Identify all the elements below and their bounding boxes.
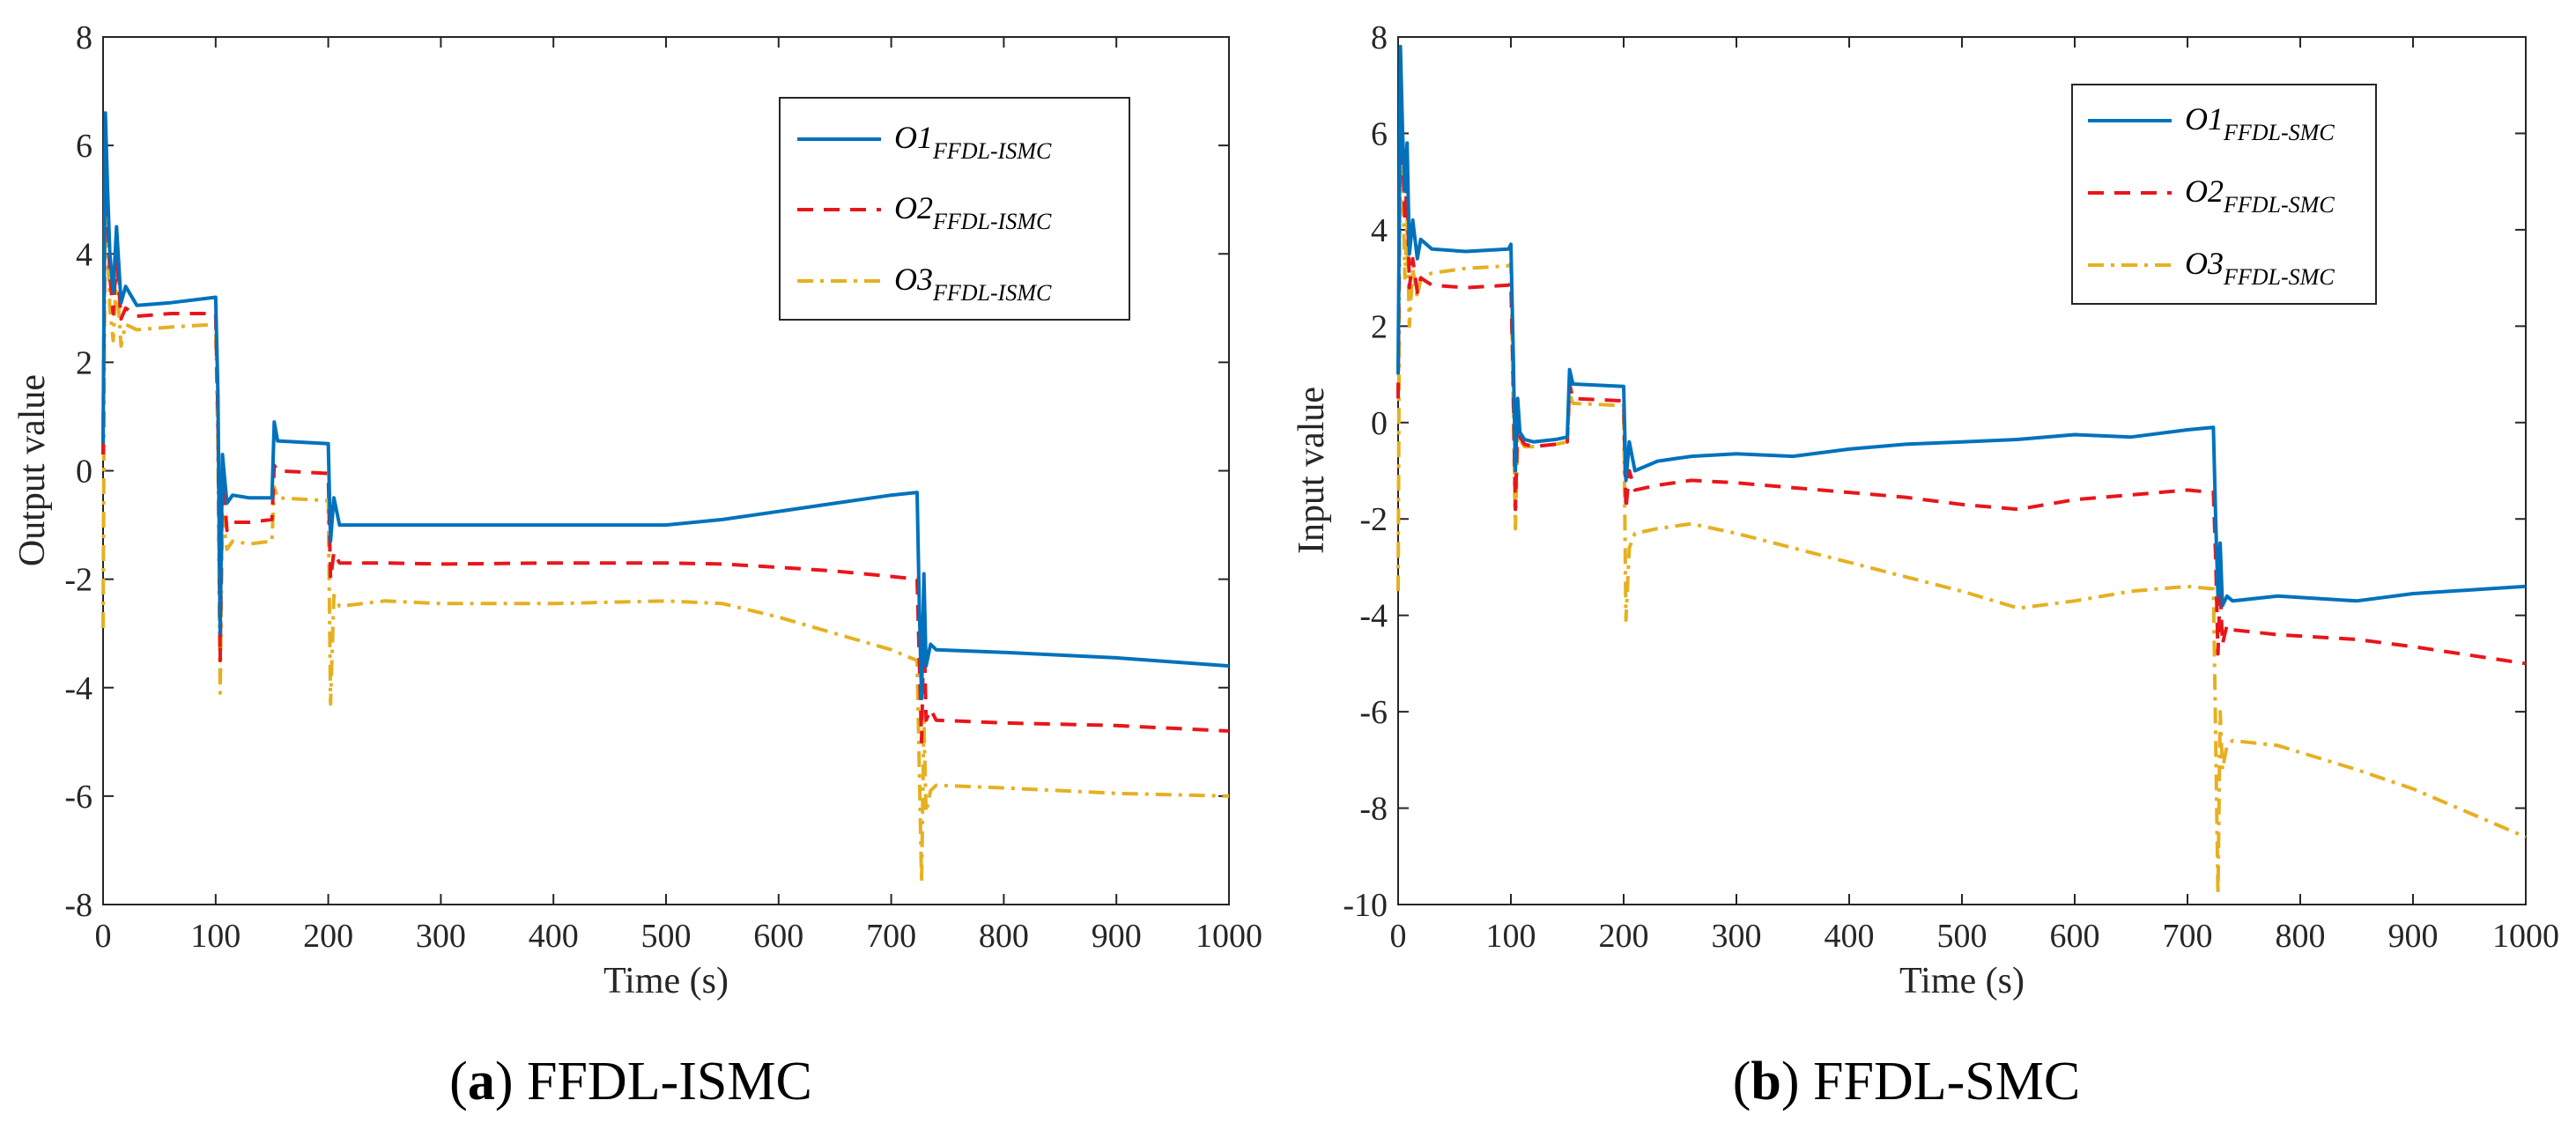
panel-b-x-tick-label: 900 [2388,918,2439,955]
panel-b-y-axis-label: Input value [1292,387,1332,554]
panel-a-y-axis-label: Output value [12,374,53,566]
panel-a-y-tick-label: -4 [64,670,93,707]
panel-b-x-tick-label: 0 [1390,918,1407,955]
panel-b-x-tick-label: 300 [1712,918,1762,955]
panel-b-x-tick-label: 600 [2050,918,2100,955]
panel-b-x-tick-label: 1000 [2492,918,2559,955]
panel-a-y-tick-label: 6 [76,128,93,165]
panel-a-y-tick-label: -8 [64,887,93,924]
panel-b-y-tick-label: -6 [1359,694,1388,731]
panel-b-chart: 0 100 200 300 400 500 600 700 800 900 1000 -10 -8 -6… [1292,19,2559,1112]
panel-b-y-tick-label: 4 [1371,212,1388,249]
panel-b-x-ticks: 0 100 200 300 400 500 600 700 800 900 1000 [1390,37,2560,955]
panel-a-x-tick-label: 300 [416,918,466,955]
panel-a-x-tick-label: 0 [95,918,112,955]
panel-a-x-tick-label: 600 [753,918,803,955]
panel-a-y-tick-label: -6 [64,779,93,816]
panel-b-y-tick-label: -8 [1359,791,1388,828]
panel-a-y-tick-label: 2 [76,344,93,381]
panel-a-y-tick-label: 0 [76,454,93,491]
panel-a-chart: 0 100 200 300 400 500 600 700 800 900 1000 -8 -6 -4 -… [12,19,1262,1112]
panel-b-y-tick-label: 8 [1371,19,1388,56]
panel-a-x-tick-label: 800 [979,918,1029,955]
panel-b-x-tick-label: 700 [2163,918,2213,955]
figure: 0 100 200 300 400 500 600 700 800 900 1000 -8-6-4-… [0,0,2576,1130]
panel-b-x-tick-label: 400 [1825,918,1875,955]
panel-a-y-tick-label: 4 [76,236,93,273]
panel-b-x-tick-label: 100 [1486,918,1536,955]
panel-a-x-tick-label: 500 [641,918,692,955]
panel-a-caption: (a) FFDL-ISMC [449,1052,812,1112]
panel-b-y-tick-label: 6 [1371,115,1388,152]
panel-b-legend: O1FFDL-SMC O2FFDL-SMC O3FFDL-SMC [2072,85,2376,304]
panel-a-x-tick-label: 900 [1092,918,1142,955]
panel-a-x-tick-label: 200 [303,918,353,955]
panel-b-x-tick-label: 800 [2276,918,2326,955]
panel-b-x-tick-label: 500 [1937,918,1988,955]
panel-a-x-tick-label: 400 [529,918,579,955]
panel-b-y-tick-label: -10 [1343,887,1388,924]
panel-b-y-tick-label: 2 [1371,308,1388,345]
panel-b-y-tick-label: 0 [1371,405,1388,442]
panel-a-x-tick-label: 1000 [1195,918,1262,955]
panel-b-y-tick-label: -4 [1359,598,1388,635]
panel-a-x-tick-label: 700 [866,918,916,955]
panel-b-caption: (b) FFDL-SMC [1733,1052,2081,1112]
panel-b-x-axis-label: Time (s) [1899,961,2025,1001]
panel-b-y-tick-label: -2 [1359,501,1388,538]
panel-a-x-tick-label: 100 [190,918,241,955]
panel-b-x-tick-label: 200 [1599,918,1649,955]
panel-a-x-axis-label: Time (s) [603,961,729,1001]
panel-a-y-tick-label: 8 [76,19,93,56]
panel-a-y-tick-label: -2 [64,562,93,599]
panel-a-legend: O1FFDL-ISMC O2FFDL-ISMC O3FFDL-ISMC [780,98,1129,320]
